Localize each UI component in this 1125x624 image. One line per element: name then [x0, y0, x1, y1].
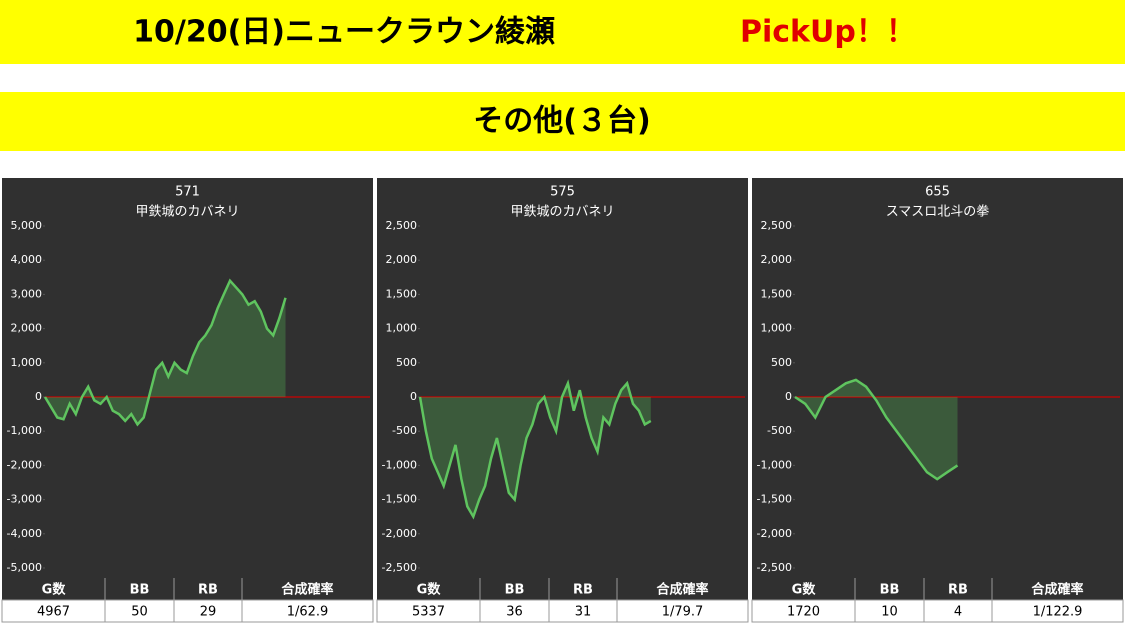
table-header: G数: [417, 582, 442, 598]
table-cell: 4: [954, 605, 962, 620]
y-tick-label: 1,500: [386, 287, 418, 300]
y-tick-label: -2,000: [7, 458, 42, 471]
table-header: 合成確率: [1031, 582, 1083, 598]
chart-subtitle: スマスロ北斗の拳: [886, 204, 990, 220]
chart-panel: [752, 178, 1123, 578]
table-cell: 29: [200, 605, 217, 620]
table-header: G数: [792, 582, 817, 598]
chart-title: 575: [550, 185, 575, 200]
line: [794, 378, 959, 481]
y-tick-label: 2,500: [386, 219, 418, 232]
line: [418, 379, 652, 520]
table-header: BB: [130, 583, 150, 598]
y-tick-label: -4,000: [7, 527, 42, 540]
table-cell: 36: [506, 605, 523, 620]
banner: [0, 0, 1125, 64]
y-tick-label: -1,000: [7, 424, 42, 437]
y-tick-label: -2,000: [382, 527, 417, 540]
y-tick-label: -500: [767, 424, 792, 437]
y-tick-label: 0: [785, 390, 792, 403]
table-header: RB: [948, 583, 968, 598]
table-cell: 1/122.9: [1033, 605, 1083, 620]
y-tick-label: 2,000: [386, 253, 418, 266]
table-header: 合成確率: [656, 582, 708, 598]
y-tick-label: 500: [771, 356, 792, 369]
banner-highlight: PickUp！！: [740, 15, 916, 50]
y-tick-label: 500: [396, 356, 417, 369]
table-cell: 4967: [37, 605, 70, 620]
table-header: BB: [505, 583, 525, 598]
area-fill: [45, 280, 286, 425]
y-tick-label: 0: [35, 390, 42, 403]
y-tick-label: -1,000: [757, 458, 792, 471]
banner-subtitle: その他(３台): [473, 104, 650, 139]
y-tick-label: -5,000: [7, 561, 42, 574]
table-header: BB: [880, 583, 900, 598]
y-tick-label: -3,000: [7, 493, 42, 506]
area-fill: [795, 379, 958, 480]
table-cell: 1/62.9: [287, 605, 329, 620]
y-tick-label: -500: [392, 424, 417, 437]
chart-subtitle: 甲鉄城のカバネリ: [135, 205, 239, 220]
table-cell: 50: [131, 605, 148, 620]
y-tick-label: 2,500: [761, 219, 793, 232]
table-cell: 1/79.7: [662, 605, 704, 620]
table-row-bg: [1, 599, 374, 623]
line: [43, 278, 287, 427]
y-tick-label: 3,000: [11, 287, 43, 300]
chart-subtitle: 甲鉄城のカバネリ: [510, 205, 614, 220]
y-tick-label: -2,000: [757, 527, 792, 540]
y-tick-label: -1,500: [757, 493, 792, 506]
chart-title: 571: [175, 185, 200, 200]
y-tick-label: 1,500: [761, 287, 793, 300]
y-tick-label: -1,000: [382, 458, 417, 471]
y-tick-label: 1,000: [386, 322, 418, 335]
y-tick-label: 2,000: [11, 322, 43, 335]
y-tick-label: -1,500: [382, 493, 417, 506]
table-cell: 1720: [787, 605, 820, 620]
table-header: RB: [573, 583, 593, 598]
table-header-bg: [377, 578, 748, 600]
table-header: G数: [42, 582, 67, 598]
table-header-bg: [2, 578, 373, 600]
chart-panel: [2, 178, 373, 578]
y-tick-label: 1,000: [11, 356, 43, 369]
y-tick-label: -2,500: [382, 561, 417, 574]
table-cell: 10: [881, 605, 898, 620]
banner-title: 10/20(日)ニュークラウン綾瀬: [133, 15, 555, 50]
banner: [0, 92, 1125, 151]
y-tick-label: 1,000: [761, 322, 793, 335]
y-tick-label: -2,500: [757, 561, 792, 574]
area-fill: [420, 383, 651, 517]
y-tick-label: 4,000: [11, 253, 43, 266]
table-cell: 31: [575, 605, 592, 620]
table-cell: 5337: [412, 605, 445, 620]
y-tick-label: 0: [410, 390, 417, 403]
table-header-bg: [752, 578, 1123, 600]
chart-title: 655: [925, 185, 950, 200]
table-header: 合成確率: [281, 582, 333, 598]
table-row-bg: [751, 599, 1124, 623]
y-tick-label: 2,000: [761, 253, 793, 266]
y-tick-label: 5,000: [11, 219, 43, 232]
table-row-bg: [376, 599, 749, 623]
table-header: RB: [198, 583, 218, 598]
chart-panel: [377, 178, 748, 578]
